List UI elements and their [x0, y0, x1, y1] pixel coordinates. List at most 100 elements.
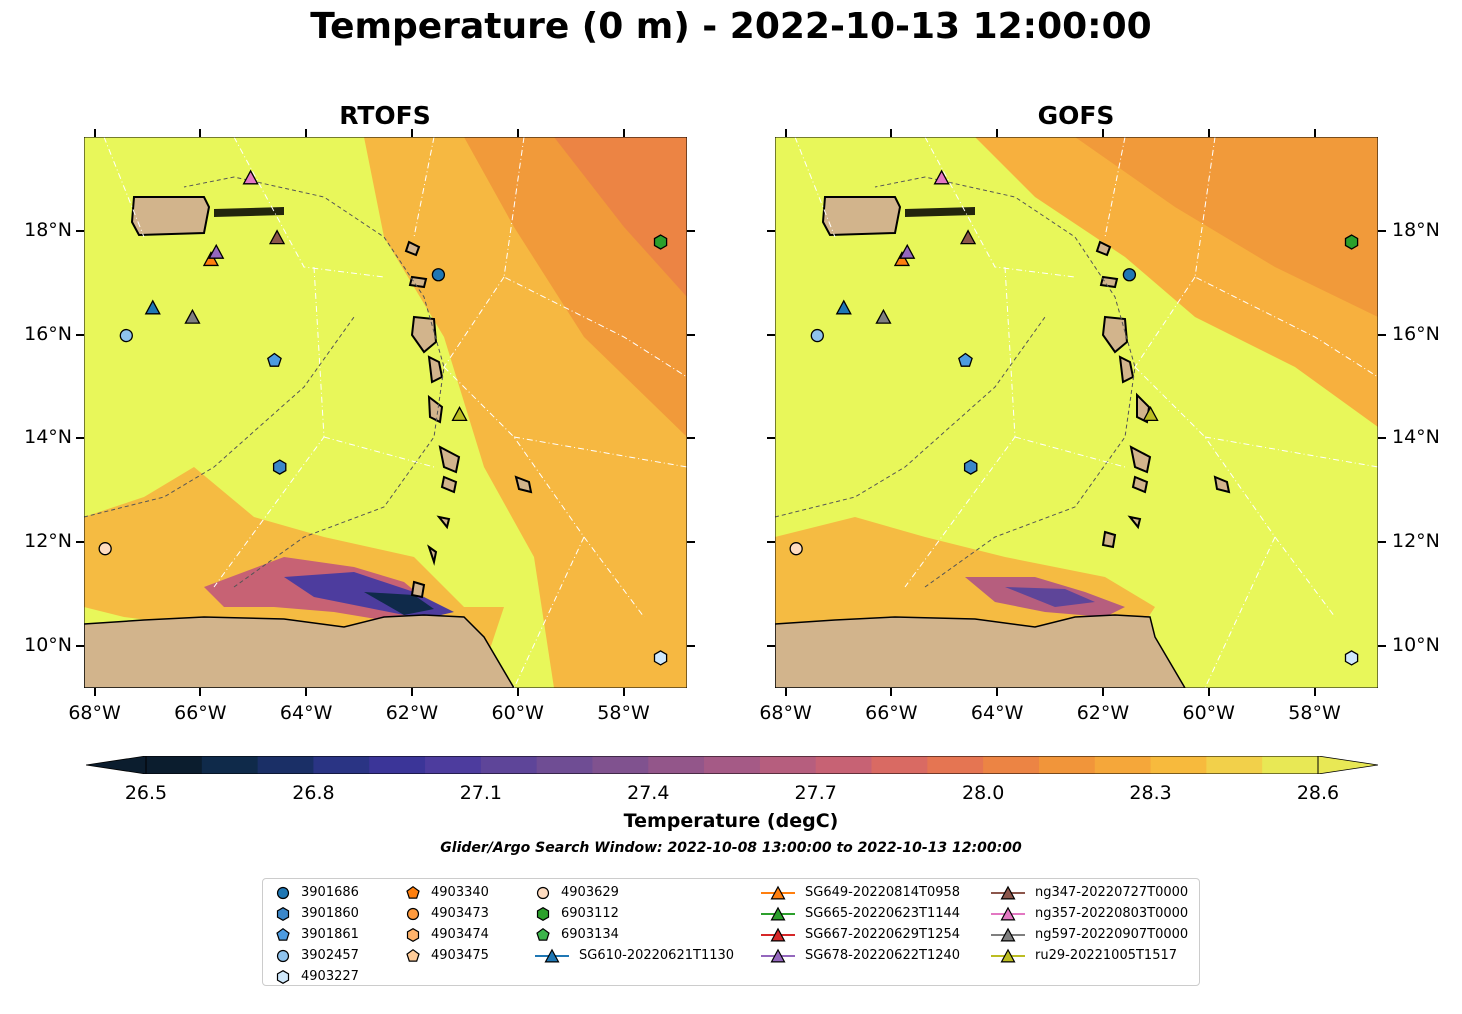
lon-tick-label: 66°W — [174, 702, 227, 724]
colorbar-bin — [871, 756, 928, 774]
south-america-land — [775, 614, 1186, 688]
legend-marker-icon — [276, 927, 290, 941]
marker-3901861 — [958, 352, 973, 367]
lon-tick-mark — [410, 129, 413, 137]
virgin-islands — [214, 207, 284, 217]
lon-tick-label: 62°W — [1076, 702, 1130, 724]
legend-label: 3901686 — [301, 885, 359, 900]
lat-tick-mark — [76, 437, 84, 440]
legend-label: SG610-20220621T1130 — [579, 948, 735, 963]
legend-label: 4903473 — [431, 906, 489, 921]
panel-title-rtofs: RTOFS — [339, 101, 431, 130]
legend-marker-icon — [761, 948, 795, 963]
lat-tick-mark — [767, 333, 775, 336]
marker-SG649-20220814T0958 — [893, 251, 911, 267]
colorbar-bin — [704, 756, 761, 774]
lat-tick-mark — [1378, 541, 1386, 544]
hottest-water-region — [554, 137, 687, 297]
lon-tick-mark — [1101, 688, 1104, 696]
lat-tick-label: 14°N — [1392, 426, 1440, 449]
lon-tick-mark — [1101, 129, 1104, 137]
lat-tick-label: 16°N — [24, 322, 72, 345]
colorbar-tick-label: 28.3 — [1129, 782, 1172, 804]
colorbar — [86, 756, 1378, 774]
lat-tick-mark — [767, 229, 775, 232]
lon-tick-label: 68°W — [759, 702, 812, 724]
colorbar-bin — [536, 756, 593, 774]
lat-tick-label: 18°N — [24, 218, 72, 241]
marker-3902457 — [119, 328, 133, 343]
legend-marker-icon — [536, 907, 550, 921]
lon-tick-label: 60°W — [1182, 702, 1235, 724]
legend-label: 3901860 — [301, 906, 359, 921]
legend-marker-icon — [276, 970, 290, 984]
legend-label: SG678-20220622T1240 — [805, 948, 961, 963]
lat-tick-mark — [687, 229, 695, 232]
lon-tick-mark — [1313, 129, 1316, 137]
colorbar-extend-low — [86, 756, 147, 774]
observation-markers — [789, 169, 1359, 666]
south-america-land — [84, 614, 515, 688]
lat-tick-mark — [687, 333, 695, 336]
legend-label: ng357-20220803T0000 — [1035, 906, 1189, 921]
marker-3901686 — [431, 268, 446, 282]
marker-6903112 — [1344, 234, 1359, 250]
legend-marker-icon — [535, 948, 569, 963]
marker-ng357-20220803T0000 — [933, 169, 950, 185]
lat-tick-mark — [687, 645, 695, 648]
puerto-rico-land — [821, 196, 902, 237]
legend-label: SG667-20220629T1254 — [805, 927, 961, 942]
lat-tick-mark — [76, 229, 84, 232]
marker-ng597-20220907T0000 — [184, 308, 201, 324]
colorbar-bin — [927, 756, 984, 774]
legend-label: 4903227 — [301, 969, 359, 984]
colorbar-bin — [1094, 756, 1152, 774]
lat-tick-mark — [687, 437, 695, 440]
legend-marker-icon — [991, 885, 1025, 900]
marker-3901860 — [963, 459, 978, 475]
lat-tick-label: 18°N — [1392, 218, 1440, 241]
marker-ng347-20220727T0000 — [959, 229, 977, 245]
lon-tick-label: 58°W — [1288, 702, 1341, 724]
marker-3901861 — [267, 352, 282, 367]
lon-tick-mark — [93, 129, 96, 137]
legend-label: ru29-20221005T1517 — [1035, 948, 1178, 963]
marker-ng357-20220803T0000 — [242, 169, 259, 185]
lon-tick-mark — [784, 688, 787, 696]
legend-marker-icon — [761, 927, 795, 942]
legend-marker-icon — [406, 948, 420, 962]
cool-zone-inner — [1005, 587, 1095, 607]
colorbar-tick-label: 26.8 — [292, 782, 335, 804]
legend-label: 3901861 — [301, 927, 359, 942]
lat-tick-mark — [1378, 645, 1386, 648]
puerto-rico-land — [130, 196, 211, 237]
lat-tick-mark — [687, 541, 695, 544]
colorbar-bin — [425, 756, 482, 774]
lon-tick-mark — [622, 129, 625, 137]
virgin-islands — [905, 207, 975, 217]
colorbar-bin — [146, 756, 203, 774]
colorbar-bin — [1206, 756, 1263, 774]
observation-markers — [98, 169, 668, 666]
depth-contour-lines — [775, 176, 1136, 588]
colorbar-label: Temperature (degC) — [623, 810, 839, 832]
colorbar-bin — [480, 756, 538, 774]
colorbar-tick-label: 28.0 — [961, 782, 1005, 804]
colorbar-bin — [983, 756, 1040, 774]
lon-tick-mark — [1207, 129, 1210, 137]
lon-tick-mark — [622, 688, 625, 696]
colorbar-tick-label: 26.5 — [124, 782, 168, 804]
colorbar-bin — [815, 756, 873, 774]
colorbar-bin — [759, 756, 817, 774]
lon-tick-label: 68°W — [68, 702, 121, 724]
lat-tick-label: 12°N — [24, 530, 72, 553]
colorbar-frame — [145, 756, 1319, 774]
lon-tick-mark — [890, 688, 893, 696]
legend-marker-icon — [276, 949, 290, 963]
colorbar-tick-label: 28.6 — [1296, 782, 1340, 804]
marker-ru29-20221005T1517 — [1142, 406, 1159, 421]
lat-tick-mark — [1378, 333, 1386, 336]
lat-tick-label: 10°N — [1392, 634, 1440, 657]
map-panel-rtofs — [84, 137, 687, 688]
marker-4903227 — [1344, 650, 1359, 666]
